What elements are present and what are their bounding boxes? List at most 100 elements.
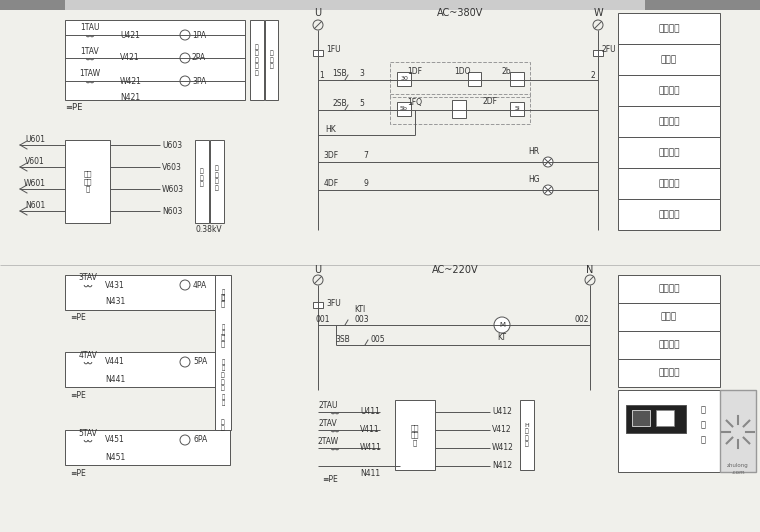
Text: 合闸回路: 合闸回路 [658,86,679,95]
Text: 联合
接线
盒: 联合 接线 盒 [410,424,420,446]
Text: 30: 30 [400,77,408,81]
Text: 控制电源: 控制电源 [658,285,679,294]
Text: 电
能
计
量: 电 能 计 量 [215,165,219,190]
Bar [397,72,411,86]
Text: 0.38kV: 0.38kV [196,225,223,234]
Text: 002: 002 [575,315,589,325]
Text: 4TAV: 4TAV [78,351,97,360]
Bar [65,430,230,465]
Bar [645,0,760,10]
Bar [65,275,230,310]
Text: V411: V411 [360,426,380,435]
Text: U411: U411 [360,408,380,417]
Text: HG: HG [528,176,540,185]
Bar [618,303,720,331]
Text: 2b: 2b [501,68,511,77]
Text: KT: KT [498,332,506,342]
Bar [390,62,530,97]
Text: AC~220V: AC~220V [432,265,478,275]
Text: 9: 9 [363,179,369,188]
Text: HR: HR [528,147,540,156]
Bar [468,72,481,86]
Text: 3DF: 3DF [324,152,338,161]
Text: 联合
接线
盒: 联合 接线 盒 [84,171,92,193]
Bar [313,50,323,56]
Bar [510,102,524,116]
Text: 3FU: 3FU [326,298,340,307]
Text: 2SB: 2SB [333,99,347,109]
Bar [0,0,65,10]
Text: 5TAV: 5TAV [78,428,97,437]
Circle shape [543,157,553,167]
Text: N411: N411 [360,469,380,478]
Text: 3TAV: 3TAV [78,273,97,282]
Bar [618,359,720,387]
Bar [313,302,323,308]
Text: 电
流: 电 流 [221,333,225,347]
Text: 3: 3 [359,70,365,79]
Text: 005: 005 [371,336,385,345]
Text: 4DF: 4DF [324,179,338,188]
Text: U603: U603 [162,140,182,149]
Text: 器
回: 器 回 [221,394,225,406]
Bar [397,102,411,116]
Text: 2PA: 2PA [192,54,206,62]
Text: 计
量
柜: 计 量 柜 [200,169,204,187]
Text: W601: W601 [24,179,46,188]
Text: 回
路: 回 路 [221,419,225,431]
Text: 1DO: 1DO [454,68,470,77]
Text: 2: 2 [591,71,595,79]
Bar [215,275,231,430]
Text: 003: 003 [355,315,369,325]
Text: 电
流
互
感
器: 电 流 互 感 器 [255,44,259,76]
Bar [0,0,760,10]
Text: W412: W412 [492,444,514,453]
Text: W421: W421 [120,77,142,86]
Text: 互
感
器: 互 感 器 [221,373,225,392]
Text: V603: V603 [162,162,182,171]
Text: N412: N412 [492,461,512,470]
Text: 1TAU: 1TAU [81,23,100,32]
Text: 5I: 5I [514,106,520,112]
Circle shape [494,317,510,333]
Bar [618,275,720,303]
Bar [452,100,466,118]
Text: 互
感: 互 感 [221,359,225,371]
Text: zhulong: zhulong [727,462,749,468]
Bar [265,20,278,100]
Text: .com: .com [731,470,745,476]
Text: 温控回路: 温控回路 [658,369,679,378]
Text: 3PA: 3PA [192,77,206,86]
Bar [618,75,720,106]
Text: U: U [315,8,321,18]
Text: 单
相: 单 相 [221,289,225,301]
Text: 跳控分闸: 跳控分闸 [658,148,679,157]
Text: 电
流: 电 流 [221,324,225,336]
Text: 1TAW: 1TAW [80,70,100,79]
Bar [210,140,224,223]
Bar [618,168,720,199]
Text: ≡PE: ≡PE [70,469,86,478]
Bar [390,94,530,124]
Text: N603: N603 [162,206,182,215]
Text: N: N [586,265,594,275]
Text: W603: W603 [162,185,184,194]
Text: HK: HK [325,124,337,134]
Text: 熔断器: 熔断器 [661,312,677,321]
Text: 2TAV: 2TAV [318,419,337,428]
Text: 1DF: 1DF [407,68,423,77]
Text: 4PA: 4PA [193,280,207,289]
Bar [593,50,603,56]
Text: 电: 电 [701,405,705,414]
Text: 熔断器: 熔断器 [661,55,677,64]
Text: 测
量
屏: 测 量 屏 [270,51,274,69]
Text: 1FU: 1FU [326,46,340,54]
Text: 2TAW: 2TAW [318,436,338,445]
Text: 2TAU: 2TAU [318,401,337,410]
Text: H
量
卡
表: H 量 卡 表 [524,423,530,447]
Text: U421: U421 [120,30,140,39]
Text: 1PA: 1PA [192,30,206,39]
Bar [618,331,720,359]
Text: ≡PE: ≡PE [70,313,86,322]
Bar [618,44,720,75]
